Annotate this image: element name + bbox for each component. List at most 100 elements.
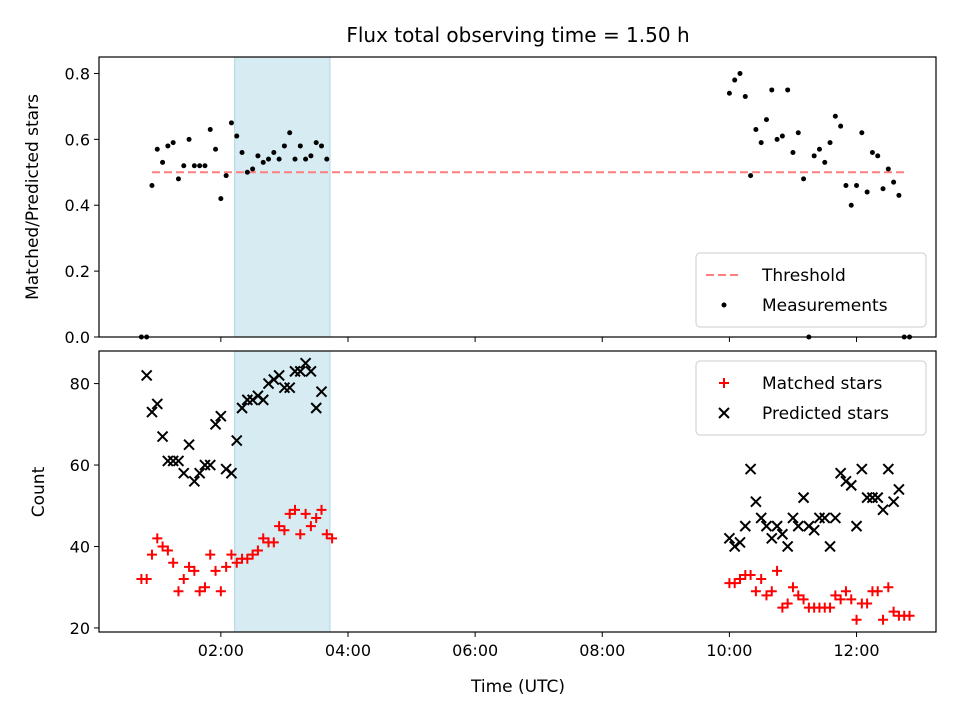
data-point xyxy=(228,120,234,126)
data-point xyxy=(793,590,804,601)
legend-box xyxy=(695,252,927,328)
data-point xyxy=(832,113,838,119)
axes-frame xyxy=(98,56,937,338)
data-point xyxy=(313,140,319,146)
data-point xyxy=(252,545,263,556)
data-point xyxy=(883,582,894,593)
data-point xyxy=(750,586,761,597)
data-point xyxy=(207,126,213,132)
data-point xyxy=(160,159,166,165)
data-point xyxy=(877,504,889,516)
data-point xyxy=(811,153,817,159)
data-point xyxy=(869,150,875,156)
data-point xyxy=(734,536,746,549)
data-point xyxy=(186,136,192,142)
data-point xyxy=(758,140,764,146)
data-point xyxy=(798,594,809,605)
x-tick-label: 08:00 xyxy=(579,641,625,660)
data-point xyxy=(170,140,176,146)
data-point xyxy=(859,130,865,136)
data-point xyxy=(835,594,846,605)
data-point xyxy=(840,586,851,597)
data-point xyxy=(785,87,791,93)
data-point xyxy=(739,520,751,532)
data-point xyxy=(896,192,902,198)
data-point xyxy=(244,169,250,175)
data-point xyxy=(299,357,312,369)
data-point xyxy=(845,479,857,492)
data-point xyxy=(750,495,762,508)
data-point xyxy=(790,150,796,156)
y-tick-label: 0.2 xyxy=(65,262,90,281)
data-point xyxy=(297,143,303,149)
legend-box xyxy=(695,360,927,436)
data-point xyxy=(737,70,743,76)
data-point xyxy=(141,574,152,585)
data-point xyxy=(172,455,185,467)
data-point xyxy=(236,402,248,414)
data-point xyxy=(776,528,789,540)
data-point xyxy=(744,463,757,475)
data-point xyxy=(864,189,870,195)
data-point xyxy=(305,365,317,378)
data-point xyxy=(808,524,820,536)
x-tick-label: 02:00 xyxy=(198,641,244,660)
data-point xyxy=(178,574,189,585)
data-point xyxy=(801,176,807,182)
data-point xyxy=(218,196,224,202)
data-point xyxy=(279,525,290,536)
data-point xyxy=(274,521,285,532)
y-tick-label: 0.6 xyxy=(65,130,90,149)
y-tick-label: 0.8 xyxy=(65,64,90,83)
data-point xyxy=(189,565,200,576)
data-point xyxy=(327,533,338,544)
data-point xyxy=(231,557,242,568)
data-point xyxy=(875,153,881,159)
data-point xyxy=(324,156,330,162)
data-point xyxy=(851,614,862,625)
data-point xyxy=(723,532,736,545)
data-point xyxy=(194,586,205,597)
data-point xyxy=(885,166,891,172)
legend: Matched stars Predicted stars xyxy=(695,360,927,436)
x-tick-label: 12:00 xyxy=(833,641,879,660)
data-point xyxy=(290,504,301,515)
y-tick-label: 0.0 xyxy=(65,328,90,347)
data-point xyxy=(782,598,793,609)
observing-window-span xyxy=(234,350,331,633)
data-point xyxy=(311,512,322,523)
data-point xyxy=(271,150,277,156)
data-point xyxy=(827,140,833,146)
legend: Threshold Measurements xyxy=(695,252,927,328)
legend-entry-label: Matched stars xyxy=(762,374,882,394)
data-point xyxy=(152,533,163,544)
data-point xyxy=(266,156,272,162)
data-point xyxy=(787,512,799,524)
data-point xyxy=(742,94,748,100)
data-point xyxy=(779,133,785,139)
data-point xyxy=(887,495,900,508)
data-point xyxy=(854,182,860,188)
data-point xyxy=(866,491,879,504)
data-point xyxy=(276,156,282,162)
data-point xyxy=(162,455,174,467)
data-point xyxy=(769,87,775,93)
y-tick-label: 80 xyxy=(70,375,90,394)
data-point xyxy=(748,173,754,179)
data-point xyxy=(193,467,206,479)
data-point xyxy=(872,586,883,597)
data-point xyxy=(745,569,756,580)
data-point xyxy=(215,586,226,597)
chart-title: Flux total observing time = 1.50 h xyxy=(346,23,689,47)
data-point xyxy=(856,463,868,475)
data-point xyxy=(766,586,777,597)
data-point xyxy=(191,163,197,169)
data-point xyxy=(797,491,810,504)
data-point xyxy=(781,540,794,553)
data-point xyxy=(753,126,759,132)
data-point xyxy=(850,520,863,532)
data-point xyxy=(756,574,767,585)
data-point xyxy=(284,381,296,394)
data-point xyxy=(755,512,767,524)
data-point xyxy=(292,156,298,162)
